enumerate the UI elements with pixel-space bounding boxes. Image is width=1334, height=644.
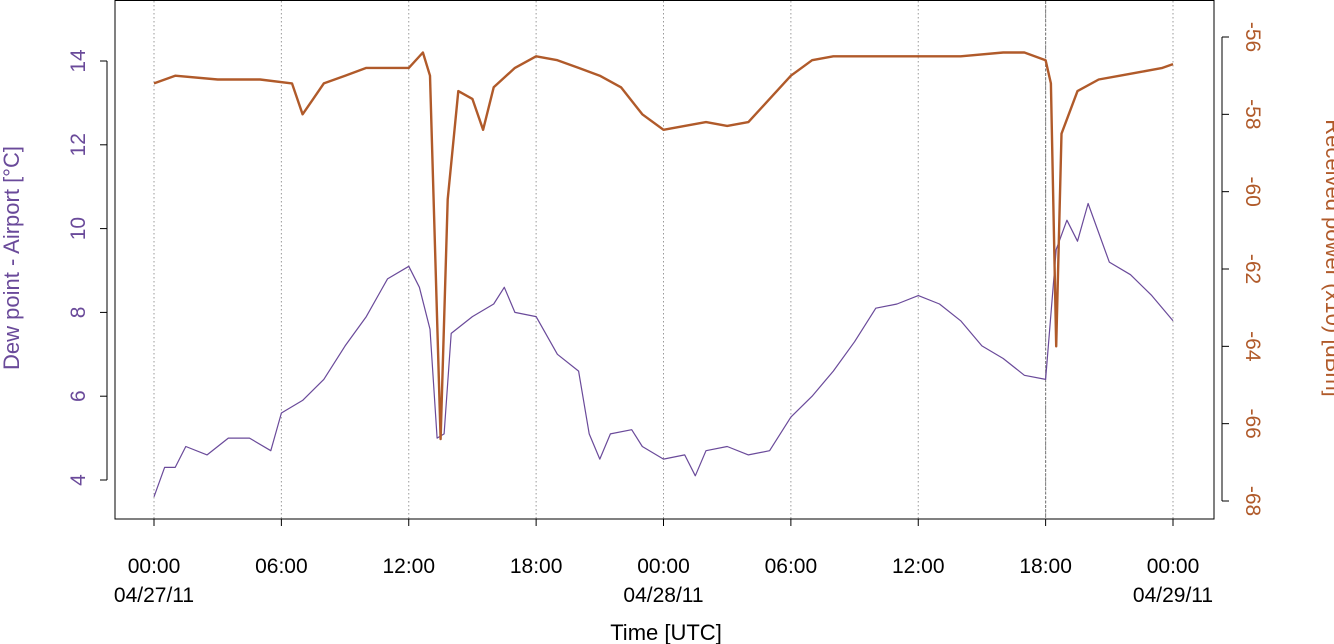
left-tick-label: 10 bbox=[67, 217, 90, 240]
x-tick-label: 00:00 bbox=[637, 555, 690, 578]
right-tick-label: -56 bbox=[1241, 22, 1264, 52]
x-tick-label: 00:00 bbox=[1147, 555, 1200, 578]
x-tick-label: 00:00 bbox=[128, 555, 181, 578]
x-tick-label: 06:00 bbox=[255, 555, 308, 578]
x-tick-label: 18:00 bbox=[1019, 555, 1072, 578]
received-power-line bbox=[153, 51, 1174, 441]
right-tick-label: -60 bbox=[1241, 176, 1264, 206]
right-tick-label: -62 bbox=[1241, 254, 1264, 284]
x-tick-date: 04/27/11 bbox=[114, 584, 194, 607]
x-tick-date: 04/29/11 bbox=[1133, 584, 1213, 607]
right-tick-label: -58 bbox=[1241, 99, 1264, 129]
x-axis-label: Time [UTC] bbox=[610, 620, 722, 644]
left-tick-label: 4 bbox=[67, 474, 90, 486]
x-tick-label: 18:00 bbox=[510, 555, 563, 578]
left-tick-label: 14 bbox=[67, 49, 90, 73]
right-tick-label: -66 bbox=[1241, 408, 1264, 438]
right-axis-label: Received power (x10) [dBm] bbox=[1321, 119, 1334, 397]
left-tick-label: 8 bbox=[67, 307, 90, 319]
x-tick-label: 06:00 bbox=[765, 555, 818, 578]
x-tick-label: 12:00 bbox=[382, 555, 435, 578]
plot-area: 00:00 04/27/11 06:00 12:00 18:00 00:00 04/28/1… bbox=[67, 0, 1264, 607]
x-tick-date: 04/28/11 bbox=[623, 584, 703, 607]
right-tick-label: -64 bbox=[1241, 331, 1264, 362]
dew-point-line bbox=[153, 202, 1174, 498]
plot-frame bbox=[114, 0, 1215, 520]
left-axis-label: Dew point - Airport [°C] bbox=[0, 146, 24, 370]
x-tick-label: 12:00 bbox=[892, 555, 945, 578]
left-tick-label: 12 bbox=[67, 133, 90, 156]
left-tick-label: 6 bbox=[67, 390, 90, 402]
right-tick-label: -68 bbox=[1241, 486, 1264, 516]
